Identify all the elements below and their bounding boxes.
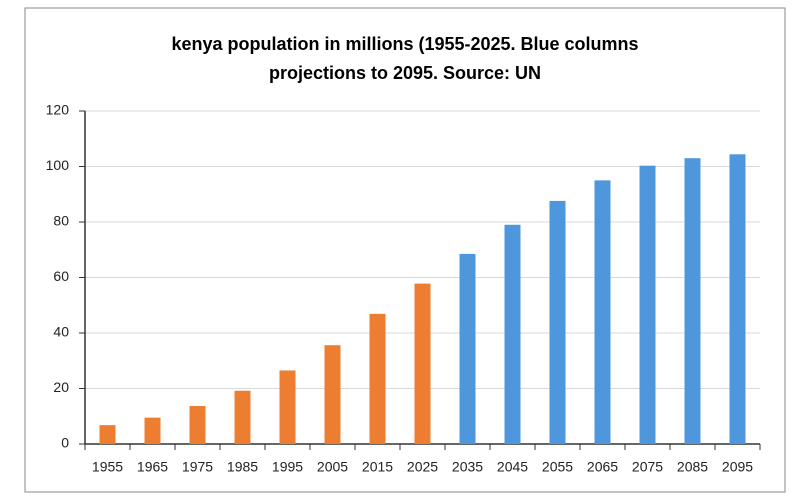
x-tick-label: 2055 xyxy=(542,459,573,475)
x-tick-label: 2065 xyxy=(587,459,618,475)
x-tick-label: 1955 xyxy=(92,459,123,475)
y-tick-label: 80 xyxy=(53,213,69,229)
x-tick-label: 2015 xyxy=(362,459,393,475)
bar xyxy=(144,417,161,444)
bar xyxy=(594,180,611,444)
y-tick-label: 40 xyxy=(53,324,69,340)
y-tick-label: 100 xyxy=(46,157,70,173)
y-tick-label: 20 xyxy=(53,379,69,395)
chart-frame xyxy=(24,7,786,493)
x-tick-label: 2025 xyxy=(407,459,438,475)
bar xyxy=(414,283,431,444)
x-tick-label: 2085 xyxy=(677,459,708,475)
bar xyxy=(189,405,206,444)
bar xyxy=(234,390,251,444)
y-tick-label: 60 xyxy=(53,268,69,284)
x-tick-label: 1965 xyxy=(137,459,168,475)
bar xyxy=(504,224,521,444)
bar xyxy=(729,154,746,445)
bar xyxy=(549,200,566,444)
x-tick-label: 2035 xyxy=(452,459,483,475)
y-tick-label: 0 xyxy=(61,435,69,451)
x-tick-label: 2005 xyxy=(317,459,348,475)
x-tick-label: 1985 xyxy=(227,459,258,475)
bar xyxy=(324,345,341,444)
x-tick-label: 2095 xyxy=(722,459,753,475)
bar xyxy=(369,313,386,444)
bar xyxy=(99,425,116,444)
bar xyxy=(639,165,656,445)
x-tick-label: 1995 xyxy=(272,459,303,475)
bar xyxy=(459,253,476,444)
y-tick-label: 120 xyxy=(46,102,70,118)
x-tick-label: 2045 xyxy=(497,459,528,475)
chart-title: kenya population in millions (1955-2025.… xyxy=(171,34,639,83)
bar xyxy=(684,158,701,445)
x-tick-label: 2075 xyxy=(632,459,663,475)
x-tick-label: 1975 xyxy=(182,459,213,475)
bar xyxy=(279,370,296,444)
